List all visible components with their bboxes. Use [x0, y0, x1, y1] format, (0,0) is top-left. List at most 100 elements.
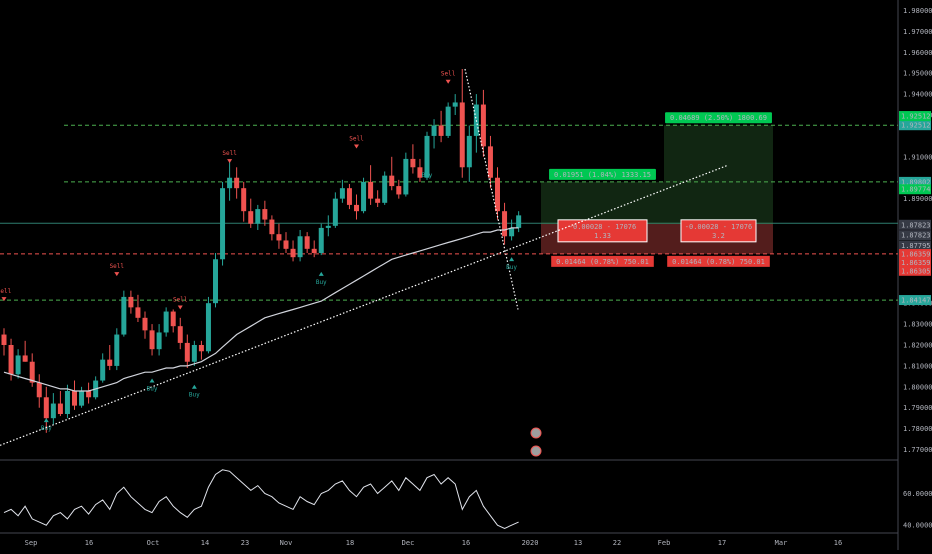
price-tag	[899, 257, 931, 268]
candle-body	[452, 102, 458, 107]
candle-body	[198, 345, 204, 352]
candle-body	[325, 225, 331, 228]
sell-arrow-icon	[177, 305, 183, 310]
candle-body	[191, 345, 197, 362]
candle-body	[1, 334, 7, 345]
price-tick-label: 1.98000	[903, 7, 932, 15]
event-marker-icon[interactable]	[530, 445, 542, 457]
candle-body	[459, 102, 465, 168]
candle-body	[22, 355, 28, 362]
time-tick-label: 2020	[522, 539, 539, 547]
price-tag-label: 1.92512	[901, 122, 931, 130]
target-label-box	[549, 168, 656, 180]
price-tick-label: 1.95000	[903, 70, 932, 78]
descending-trendline[interactable]	[464, 68, 519, 310]
target-label: 0.04689 (2.50%) 1800.69	[670, 114, 767, 122]
price-tick-label: 1.77000	[903, 446, 932, 454]
event-marker-icon[interactable]	[530, 427, 542, 439]
candle-body	[304, 236, 310, 249]
candle-body	[262, 209, 268, 220]
time-tick-label: Dec	[402, 539, 415, 547]
candle-body	[163, 311, 169, 333]
candle-body	[241, 188, 247, 212]
time-tick-label: Oct	[147, 539, 160, 547]
price-tick-label: 1.78000	[903, 425, 932, 433]
time-tick-label: 18	[346, 539, 354, 547]
price-tick-label: 1.79000	[903, 404, 932, 412]
time-tick-label: 16	[834, 539, 842, 547]
candle-body	[354, 204, 359, 212]
candle-body	[332, 198, 338, 226]
candle-body	[255, 209, 261, 224]
candle-body	[473, 104, 479, 136]
candle-body	[121, 296, 127, 335]
time-tick-label: 16	[85, 539, 93, 547]
sell-signal-label: Sell	[110, 263, 125, 270]
stop-label-box	[667, 255, 770, 267]
moving-average-line	[3, 227, 519, 392]
candle-body	[29, 361, 35, 383]
price-tag	[899, 120, 931, 131]
candle-body	[220, 188, 226, 260]
candle-body	[283, 240, 289, 249]
candle-body	[509, 227, 515, 237]
buy-signal-label: Buy	[422, 172, 433, 179]
ascending-trendline[interactable]	[0, 164, 729, 446]
candle-body	[311, 248, 317, 253]
candle-body	[57, 403, 63, 414]
candle-body	[516, 215, 522, 228]
price-tag	[899, 184, 931, 195]
stop-label: 0.01464 (0.78%) 750.01	[556, 258, 649, 266]
candle-body	[213, 259, 218, 304]
sell-arrow-icon	[227, 159, 233, 164]
sell-arrow-icon	[114, 272, 120, 277]
candle-body	[64, 391, 70, 414]
candle-body	[424, 135, 430, 178]
candle-body	[382, 175, 388, 203]
price-tag	[899, 265, 931, 276]
price-tick-label: 1.80000	[903, 383, 932, 391]
buy-signal-label: Buy	[147, 385, 158, 392]
price-tag	[899, 230, 931, 241]
sell-signal-label: Sell	[0, 288, 12, 295]
risk-reward-label: 3.2	[712, 232, 725, 240]
candle-body	[269, 219, 275, 235]
sell-signal-label: Sell	[349, 136, 364, 143]
candle-body	[396, 186, 402, 195]
candle-body	[149, 330, 155, 350]
candle-body	[361, 181, 367, 212]
buy-arrow-icon	[424, 165, 430, 170]
candle-body	[36, 382, 42, 398]
long-position-profit-zone[interactable]	[664, 125, 773, 224]
long-position-profit-zone[interactable]	[541, 181, 664, 224]
time-tick-label: 23	[241, 539, 249, 547]
price-tag-label: 1.86305	[901, 267, 931, 275]
candle-body	[445, 106, 451, 136]
oscillator-line	[3, 469, 519, 529]
buy-signal-label: Buy	[316, 279, 327, 286]
buy-arrow-icon	[191, 384, 197, 389]
target-label: 0.01951 (1.04%) 1333.15	[554, 171, 651, 179]
price-tag	[899, 295, 931, 306]
price-tag-label: 1.87795	[901, 242, 931, 250]
stop-label-box	[551, 255, 654, 267]
price-tick-label: 1.81000	[903, 362, 932, 370]
candle-body	[86, 391, 92, 398]
sell-arrow-icon	[1, 297, 7, 302]
sell-signal-label: Sell	[173, 297, 188, 304]
risk-reward-label: 1.33	[594, 232, 611, 240]
time-tick-label: Sep	[25, 539, 38, 547]
target-label-box	[665, 112, 772, 124]
candle-body	[170, 311, 176, 327]
stop-label: 0.01464 (0.78%) 750.01	[672, 258, 765, 266]
time-tick-label: Feb	[658, 539, 671, 547]
candle-body	[135, 307, 141, 318]
candle-body	[438, 125, 444, 136]
candle-body	[8, 345, 14, 375]
candle-body	[403, 158, 409, 195]
candle-body	[410, 158, 416, 168]
time-tick-label: 13	[574, 539, 582, 547]
